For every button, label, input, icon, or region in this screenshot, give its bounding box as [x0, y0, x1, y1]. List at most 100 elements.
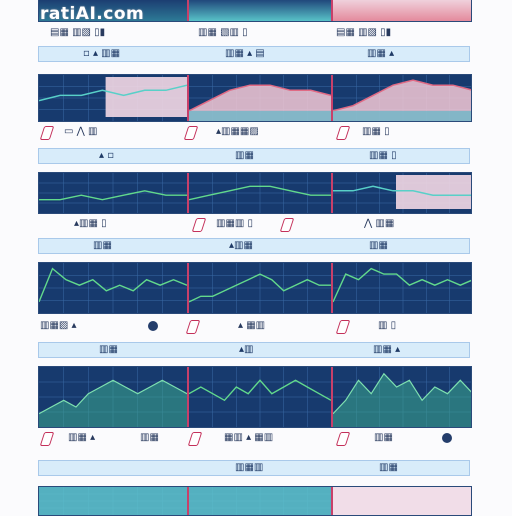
caption-glyph: ▥▦▥ ▯ — [216, 218, 254, 229]
caption-glyph: ▥▦ ▧▥ ▯ — [198, 27, 248, 38]
series-band — [39, 487, 187, 515]
chart-panel — [333, 0, 471, 21]
chart-panel — [39, 75, 189, 121]
chart-canvas — [189, 367, 331, 427]
series-line — [39, 84, 187, 102]
caption-glyph: ▥▦ — [140, 432, 159, 443]
series-line — [189, 379, 331, 402]
series-area — [333, 373, 471, 427]
series-band — [105, 77, 187, 117]
chart-strip-0 — [38, 0, 472, 22]
section-divider: ▫ ▴ ▥▦ ▥▦ ▴ ▤ ▥▦ ▴ — [38, 46, 470, 62]
chart-strip-2 — [38, 172, 472, 214]
chart-panel — [333, 263, 471, 313]
dot-icon — [148, 321, 158, 331]
chart-panel — [333, 75, 471, 121]
chart-canvas — [189, 263, 331, 313]
series-line — [333, 185, 471, 196]
chart-panel — [333, 367, 471, 427]
chart-canvas — [39, 367, 187, 427]
pin-icon — [183, 126, 199, 140]
pin-icon — [185, 320, 201, 334]
chart-strip-4 — [38, 366, 472, 428]
caption-glyph: ⋀ ▥▦ — [364, 218, 395, 229]
caption-glyph: ▥ ▯ — [378, 320, 397, 331]
chart-panel — [189, 75, 333, 121]
pin-icon — [335, 320, 351, 334]
chart-panel — [39, 367, 189, 427]
pin-icon — [279, 218, 295, 232]
chart-panel — [189, 367, 333, 427]
chart-canvas — [189, 487, 331, 515]
chart-canvas — [333, 367, 471, 427]
caption-glyph: ▴▥▦▦▨ — [216, 126, 259, 137]
divider-glyph: ▴ ▫ — [99, 150, 114, 161]
caption-row: ▥▦▨ ▴ ▴ ▦▥ ▥ ▯ — [38, 320, 472, 334]
chart-canvas — [333, 173, 471, 213]
section-divider: ▥▦ ▴▥ ▥▦ ▴ — [38, 342, 470, 358]
chart-panel — [189, 263, 333, 313]
series-area — [39, 380, 187, 427]
series-line — [189, 273, 331, 303]
caption-glyph: ▴▥▦ ▯ — [74, 218, 107, 229]
series-area — [333, 80, 471, 121]
divider-glyph: ▥▦ — [93, 240, 112, 251]
series-line — [189, 84, 331, 112]
series-band — [189, 487, 331, 515]
caption-glyph: ▥▦ ▯ — [362, 126, 390, 137]
chart-panel — [189, 487, 333, 515]
series-band — [333, 110, 471, 121]
divider-glyph: ▴▥▦ — [229, 240, 253, 251]
divider-glyph: ▥▦ ▴ ▤ — [225, 48, 265, 59]
divider-glyph: ▴▥ — [239, 344, 254, 355]
divider-glyph: ▥▦ — [369, 240, 388, 251]
chart-canvas — [333, 75, 471, 121]
caption-glyph: ▴ ▦▥ — [238, 320, 266, 331]
chart-panel — [39, 263, 189, 313]
divider-glyph: ▥▦▥ — [235, 462, 264, 473]
chart-panel — [39, 0, 189, 21]
chart-panel — [333, 173, 471, 213]
caption-glyph: ▤▦ ▥▧ ▯▮ — [336, 27, 392, 38]
divider-glyph: ▥▦ — [99, 344, 118, 355]
series-line — [39, 267, 187, 303]
divider-glyph: ▫ ▴ ▥▦ — [83, 48, 121, 59]
caption-row: ▭ ⋀ ▥ ▴▥▦▦▨ ▥▦ ▯ — [38, 126, 472, 140]
chart-canvas — [333, 263, 471, 313]
chart-canvas — [39, 75, 187, 121]
caption-row: ▤▦ ▥▧ ▯▮ ▥▦ ▧▥ ▯ ▤▦ ▥▧ ▯▮ — [38, 27, 472, 41]
section-divider: ▥▦▥ ▥▦ — [38, 460, 470, 476]
chart-canvas — [189, 75, 331, 121]
pin-icon — [39, 126, 55, 140]
series-line — [333, 372, 471, 415]
series-line — [39, 190, 187, 201]
caption-glyph: ▭ ⋀ ▥ — [64, 126, 98, 137]
chart-strip-1 — [38, 74, 472, 122]
series-line — [333, 267, 471, 303]
section-divider: ▴ ▫ ▥▦ ▥▦ ▯ — [38, 148, 470, 164]
chart-panel — [189, 0, 333, 21]
chart-canvas — [189, 173, 331, 213]
caption-glyph: ▤▦ ▥▧ ▯▮ — [50, 27, 106, 38]
series-band — [189, 110, 331, 121]
caption-glyph: ▥▦ — [374, 432, 393, 443]
pin-icon — [187, 432, 203, 446]
caption-row: ▥▦ ▴ ▥▦ ▦▥ ▴ ▦▥ ▥▦ — [38, 432, 472, 446]
chart-panel — [333, 487, 471, 515]
pin-icon — [335, 126, 351, 140]
caption-glyph: ▦▥ ▴ ▦▥ — [224, 432, 274, 443]
chart-strip-3 — [38, 262, 472, 314]
caption-row: ▴▥▦ ▯ ▥▦▥ ▯ ⋀ ▥▦ — [38, 218, 472, 232]
pin-icon — [39, 432, 55, 446]
chart-panel — [39, 487, 189, 515]
chart-panel — [189, 173, 333, 213]
chart-canvas — [39, 487, 187, 515]
divider-glyph: ▥▦ — [235, 150, 254, 161]
divider-glyph: ▥▦ ▯ — [369, 150, 397, 161]
divider-glyph: ▥▦ — [379, 462, 398, 473]
chart-canvas — [39, 263, 187, 313]
chart-canvas — [39, 173, 187, 213]
divider-glyph: ▥▦ ▴ — [367, 48, 395, 59]
pin-icon — [191, 218, 207, 232]
series-line — [333, 79, 471, 112]
